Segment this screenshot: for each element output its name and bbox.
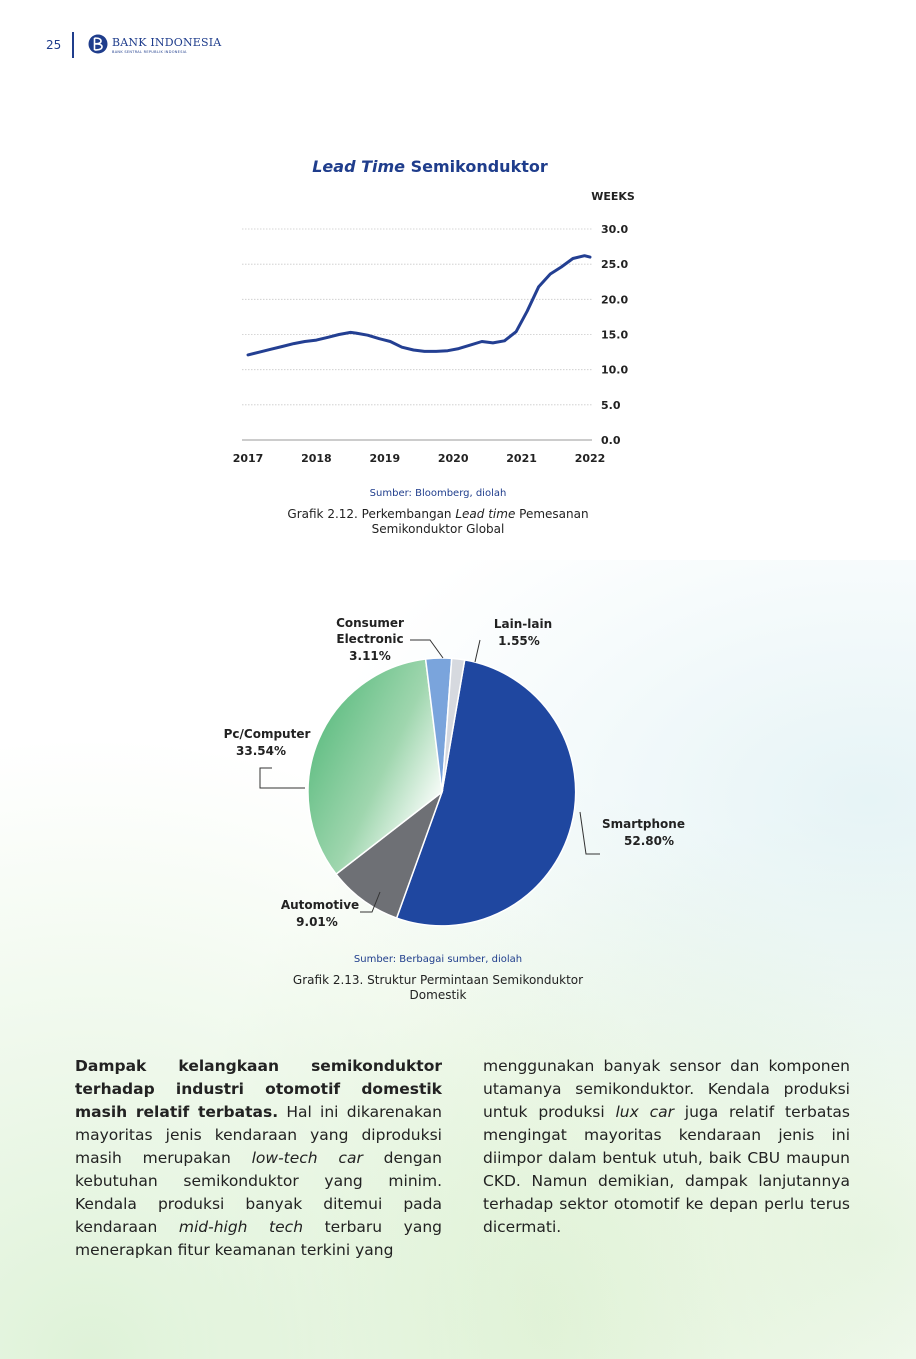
- body-text-left-part1: Hal ini dikarenakan mayoritas jenis kend…: [75, 1103, 442, 1167]
- pie-value-lain-lain: 1.55%: [498, 634, 540, 648]
- pie-value-smartphone: 52.80%: [624, 834, 674, 848]
- page-header: 25 BANK INDONESIA BANK SENTRAL REPUBLIK …: [0, 0, 916, 90]
- bank-indonesia-logo: BANK INDONESIA BANK SENTRAL REPUBLIK IND…: [88, 33, 221, 59]
- pie-leader-line: [410, 639, 444, 659]
- chart1-x-tick-label: 2018: [301, 452, 332, 465]
- chart1-gridlines: [242, 228, 592, 441]
- pie-value-automotive: 9.01%: [296, 915, 338, 929]
- pie-value-consumer: 3.11%: [349, 649, 391, 663]
- chart1-caption-line2: Semikonduktor Global: [371, 522, 505, 536]
- logo-subtext: BANK SENTRAL REPUBLIK INDONESIA: [112, 50, 187, 54]
- body-text-left-italic1: low-tech car: [251, 1149, 363, 1167]
- chart1-x-tick-label: 2017: [233, 452, 264, 465]
- page-number: 25: [46, 38, 62, 52]
- pie-labels: Smartphone 52.80% Automotive 9.01% Pc/Comput…: [224, 616, 685, 929]
- chart1-caption-post: Pemesanan: [515, 507, 589, 521]
- chart2-source: Sumber: Berbagai sumber, diolah: [353, 954, 523, 965]
- lead-time-line-chart: 0.05.010.015.020.025.030.0 2017 2018 2019 2…: [233, 190, 635, 465]
- chart2-caption-line2: Domestik: [409, 988, 467, 1002]
- chart1-y-tick-label: 25.0: [601, 258, 628, 271]
- lead-time-series-line: [246, 254, 592, 357]
- pie-leader-line: [360, 891, 381, 913]
- chart1-x-tick-label: 2020: [438, 452, 469, 465]
- chart1-y-tick-label: 0.0: [601, 434, 621, 447]
- chart2-caption-line1: Grafik 2.13. Struktur Permintaan Semikon…: [292, 973, 584, 987]
- chart1-y-tick-label: 5.0: [601, 399, 621, 412]
- chart1-title-italic: Lead Time: [312, 157, 406, 176]
- chart1-y-tick-label: 30.0: [601, 223, 628, 236]
- pie-slice-smartphone: [395, 659, 577, 927]
- pie-leader-line: [579, 811, 600, 855]
- pie-slice-lain-lain: [441, 657, 466, 793]
- pie-leader-line: [259, 767, 305, 789]
- header-divider: [72, 32, 74, 58]
- bank-emblem-icon: [88, 34, 108, 54]
- chart2-caption: Grafik 2.13. Struktur Permintaan Semikon…: [238, 973, 638, 1003]
- pie-slices: [307, 657, 577, 927]
- pie-slice-pc-computer: [307, 658, 443, 876]
- body-text-left-part3: terbaru yang menerapkan fitur keamanan t…: [75, 1218, 442, 1259]
- pie-label-consumer-line1: Consumer: [336, 616, 404, 630]
- chart1-y-ticks: 0.0 5.0 10.0 15.0 20.0 25.0 30.0: [601, 223, 628, 447]
- chart1-x-tick-label: 2019: [369, 452, 400, 465]
- body-text-bold-lead: Dampak kelangkaan semikonduktor terhadap…: [75, 1057, 442, 1121]
- logo-text: BANK INDONESIA: [112, 36, 222, 49]
- body-text-left-part2: dengan kebutuhan semikonduktor yang mini…: [75, 1149, 442, 1236]
- pie-label-lain-lain: Lain-lain: [494, 617, 552, 631]
- body-text-left-italic2: mid-high tech: [178, 1218, 304, 1236]
- chart1-x-tick-label: 2022: [575, 452, 606, 465]
- body-text-right-column: menggunakan banyak sensor dan komponen u…: [483, 1055, 850, 1239]
- pie-value-pc-computer: 33.54%: [236, 744, 286, 758]
- chart1-caption-italic: Lead time: [455, 507, 516, 521]
- body-text-right-part2: juga relatif terbatas mengingat mayorita…: [483, 1103, 851, 1236]
- body-text-right-italic1: lux car: [615, 1103, 674, 1121]
- pie-leader-lines: [259, 639, 600, 913]
- chart1-caption-pre: Grafik 2.12. Perkembangan: [287, 507, 456, 521]
- chart1-x-tick-label: 2021: [506, 452, 537, 465]
- body-text-left-column: Dampak kelangkaan semikonduktor terhadap…: [75, 1055, 442, 1262]
- chart1-y-axis-label: WEEKS: [591, 190, 635, 203]
- chart1-y-tick-label: 20.0: [601, 293, 628, 306]
- chart1-caption: Grafik 2.12. Perkembangan Lead time Peme…: [238, 507, 638, 537]
- chart1-y-tick-label: 10.0: [601, 364, 628, 377]
- demand-structure-pie-chart: Smartphone 52.80% Automotive 9.01% Pc/Comput…: [224, 616, 685, 929]
- body-text-right-part1: menggunakan banyak sensor dan komponen u…: [483, 1057, 850, 1121]
- chart1-x-ticks: 2017 2018 2019 2020 2021 2022: [233, 452, 606, 465]
- pie-leader-line: [474, 639, 481, 663]
- pie-label-automotive: Automotive: [281, 898, 359, 912]
- chart1-y-tick-label: 15.0: [601, 329, 628, 342]
- chart1-title: Lead Time Semikonduktor: [240, 157, 620, 176]
- pie-label-consumer-line2: Electronic: [336, 632, 403, 646]
- pie-label-pc-computer: Pc/Computer: [224, 727, 311, 741]
- chart1-title-rest: Semikonduktor: [405, 157, 548, 176]
- chart1-source: Sumber: Bloomberg, diolah: [369, 488, 507, 499]
- pie-label-smartphone: Smartphone: [602, 817, 685, 831]
